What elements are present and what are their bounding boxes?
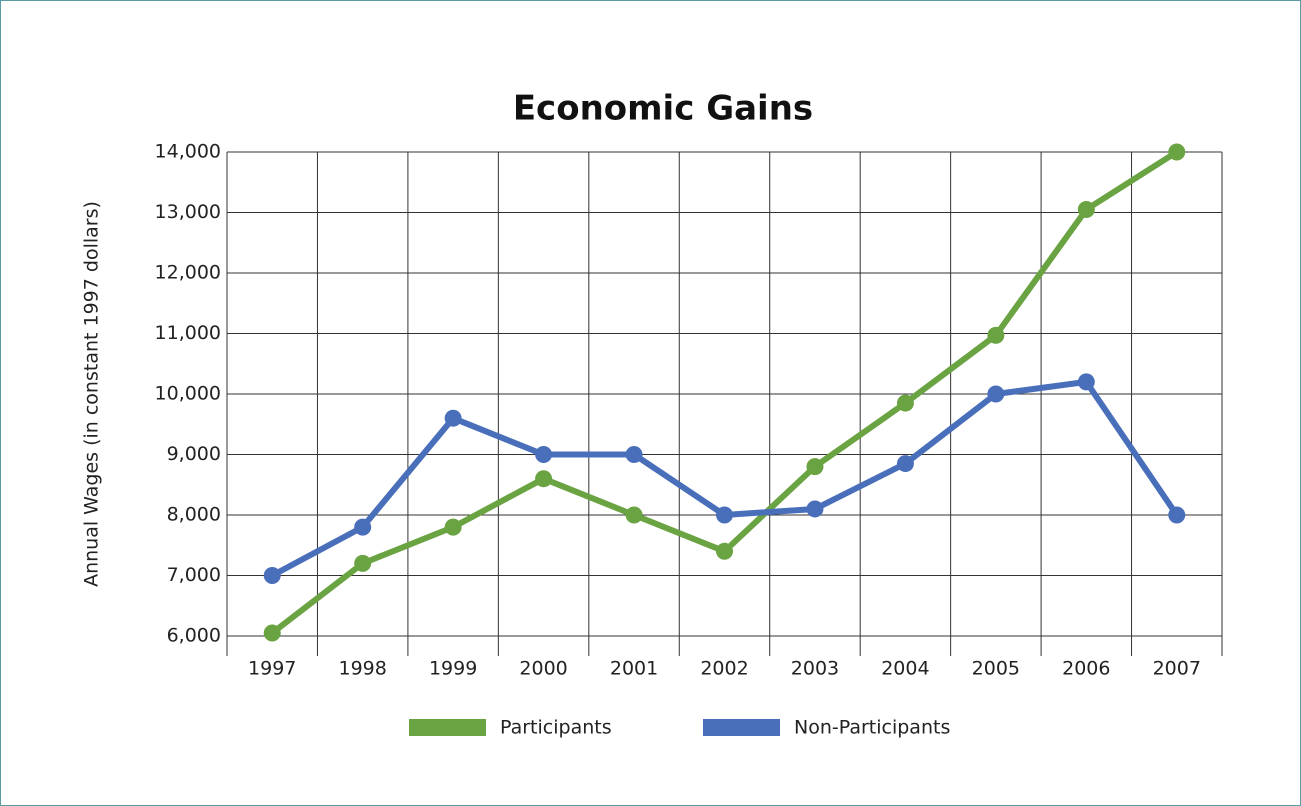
legend-label: Non-Participants [794,717,950,739]
x-tick-label: 2004 [881,658,929,680]
x-tick-label: 1998 [339,658,387,680]
y-tick-label: 9,000 [167,443,221,465]
x-tick-label: 2000 [519,658,567,680]
data-point [1077,373,1095,391]
data-point [896,455,914,473]
data-point [263,624,281,642]
y-tick-label: 8,000 [167,504,221,526]
data-point [987,385,1005,403]
legend-label: Participants [500,717,612,739]
x-tick-label: 1999 [429,658,477,680]
y-tick-label: 6,000 [167,625,221,647]
data-point [625,506,643,524]
chart-title: Economic Gains [513,89,813,129]
y-tick-label: 13,000 [155,201,221,223]
data-point [1168,506,1186,524]
legend-swatch [703,719,780,736]
x-tick-label: 1997 [248,658,296,680]
legend-swatch [409,719,486,736]
x-tick-label: 2005 [972,658,1020,680]
data-point [354,518,372,536]
data-point [806,500,824,518]
y-tick-label: 12,000 [155,262,221,284]
data-point [987,326,1005,344]
data-point [354,554,372,572]
data-point [1077,200,1095,218]
x-tick-label: 2006 [1062,658,1110,680]
data-point [625,446,643,463]
data-point [535,446,553,463]
data-point [806,458,824,476]
data-point [716,542,733,560]
data-point [896,394,914,412]
data-point [263,567,281,584]
y-tick-label: 14,000 [155,141,221,163]
x-tick-label: 2002 [700,658,748,680]
y-tick-label: 11,000 [155,322,221,344]
data-point [716,506,733,524]
x-tick-label: 2001 [610,658,658,680]
y-tick-label: 7,000 [167,564,221,586]
y-tick-label: 10,000 [155,383,221,405]
x-tick-label: 2007 [1153,658,1201,680]
x-tick-label: 2003 [791,658,839,680]
data-point [444,409,462,427]
data-point [535,470,553,488]
data-point [1168,143,1186,161]
y-axis-label: Annual Wages (in constant 1997 dollars) [81,201,103,587]
data-point [444,518,462,536]
